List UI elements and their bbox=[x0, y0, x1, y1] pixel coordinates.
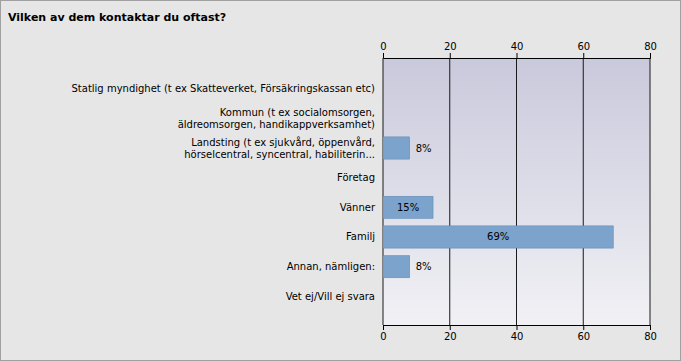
tick-mark bbox=[383, 325, 384, 330]
category-labels: Statlig myndighet (t ex Skatteverket, Fö… bbox=[72, 83, 376, 302]
tick-mark bbox=[650, 53, 651, 58]
category-label: Annan, nämligen: bbox=[287, 261, 375, 272]
data-labels: 8% 15% 69% 8% bbox=[397, 143, 509, 273]
grid-line bbox=[650, 58, 651, 325]
data-label: 15% bbox=[397, 202, 419, 213]
category-label: Statlig myndighet (t ex Skatteverket, Fö… bbox=[72, 83, 376, 94]
tick-label: 0 bbox=[380, 331, 386, 342]
tick: 80 bbox=[644, 41, 657, 58]
tick: 40 bbox=[511, 325, 524, 342]
category-label: Landsting (t ex sjukvård, öppenvård,hörs… bbox=[184, 136, 375, 160]
tick-label: 40 bbox=[511, 41, 524, 52]
category-label: Vet ej/Vill ej svara bbox=[286, 291, 375, 302]
category-label: Vänner bbox=[340, 202, 376, 213]
data-label: 69% bbox=[487, 231, 509, 242]
tick: 80 bbox=[644, 325, 657, 342]
bar bbox=[383, 167, 384, 189]
background bbox=[1, 1, 681, 361]
category-label-line: äldreomsorgen, handikappverksamhet) bbox=[178, 119, 375, 130]
axis-line bbox=[384, 326, 651, 331]
bar bbox=[383, 226, 613, 248]
grid-line bbox=[583, 58, 584, 325]
category-label-line: Annan, nämligen: bbox=[287, 261, 375, 272]
tick-label: 60 bbox=[577, 41, 590, 52]
tick-mark bbox=[517, 53, 518, 58]
category-label: Företag bbox=[337, 172, 375, 183]
tick-label: 20 bbox=[444, 41, 457, 52]
grid-line bbox=[383, 58, 384, 325]
tick: 60 bbox=[577, 325, 590, 342]
bar bbox=[383, 137, 410, 159]
tick-label: 80 bbox=[644, 41, 657, 52]
tick: 60 bbox=[577, 41, 590, 58]
tick: 40 bbox=[511, 41, 524, 58]
tick-mark bbox=[450, 325, 451, 330]
category-label-line: Vet ej/Vill ej svara bbox=[286, 291, 375, 302]
tick: 20 bbox=[444, 325, 457, 342]
tick-label: 60 bbox=[577, 331, 590, 342]
chart: Vilken av dem kontaktar du oftast? 8% 15% 6… bbox=[0, 0, 681, 361]
category-label-line: hörselcentral, syncentral, habiliterin..… bbox=[184, 149, 375, 160]
x-axis-bottom: 0 20 40 60 80 bbox=[380, 325, 657, 342]
axis-line bbox=[384, 53, 651, 59]
tick-label: 80 bbox=[644, 331, 657, 342]
grid-line bbox=[449, 58, 450, 325]
category-label: Kommun (t ex socialomsorgen,äldreomsorge… bbox=[178, 107, 375, 130]
tick-mark bbox=[583, 53, 584, 58]
data-label: 8% bbox=[416, 261, 432, 272]
bar bbox=[383, 256, 410, 278]
category-label-line: Vänner bbox=[340, 202, 376, 213]
tick-mark bbox=[383, 53, 384, 58]
tick-mark bbox=[517, 325, 518, 330]
category-label: Familj bbox=[346, 231, 375, 242]
bar bbox=[383, 285, 384, 307]
tick-mark bbox=[650, 325, 651, 330]
title: Vilken av dem kontaktar du oftast? bbox=[8, 11, 226, 24]
plot-area bbox=[383, 58, 650, 325]
category-label-line: Landsting (t ex sjukvård, öppenvård, bbox=[191, 136, 375, 148]
tick-label: 0 bbox=[380, 41, 386, 52]
tick: 0 bbox=[380, 325, 386, 342]
grid-line bbox=[516, 58, 517, 325]
category-label-line: Familj bbox=[346, 231, 375, 242]
bar bbox=[383, 78, 384, 100]
category-label-line: Företag bbox=[337, 172, 375, 183]
tick-mark bbox=[450, 53, 451, 58]
category-label-line: Kommun (t ex socialomsorgen, bbox=[220, 107, 375, 118]
data-label: 8% bbox=[416, 143, 432, 154]
tick-label: 40 bbox=[511, 331, 524, 342]
tick: 0 bbox=[380, 41, 386, 58]
grid bbox=[383, 58, 650, 325]
tick: 20 bbox=[444, 41, 457, 58]
bars bbox=[383, 137, 613, 278]
category-label-line: Statlig myndighet (t ex Skatteverket, Fö… bbox=[72, 83, 376, 94]
x-axis-top: 0 20 40 60 80 bbox=[380, 41, 657, 59]
tick-mark bbox=[583, 325, 584, 330]
tick-label: 20 bbox=[444, 331, 457, 342]
bar bbox=[383, 107, 384, 129]
bar bbox=[383, 196, 433, 218]
